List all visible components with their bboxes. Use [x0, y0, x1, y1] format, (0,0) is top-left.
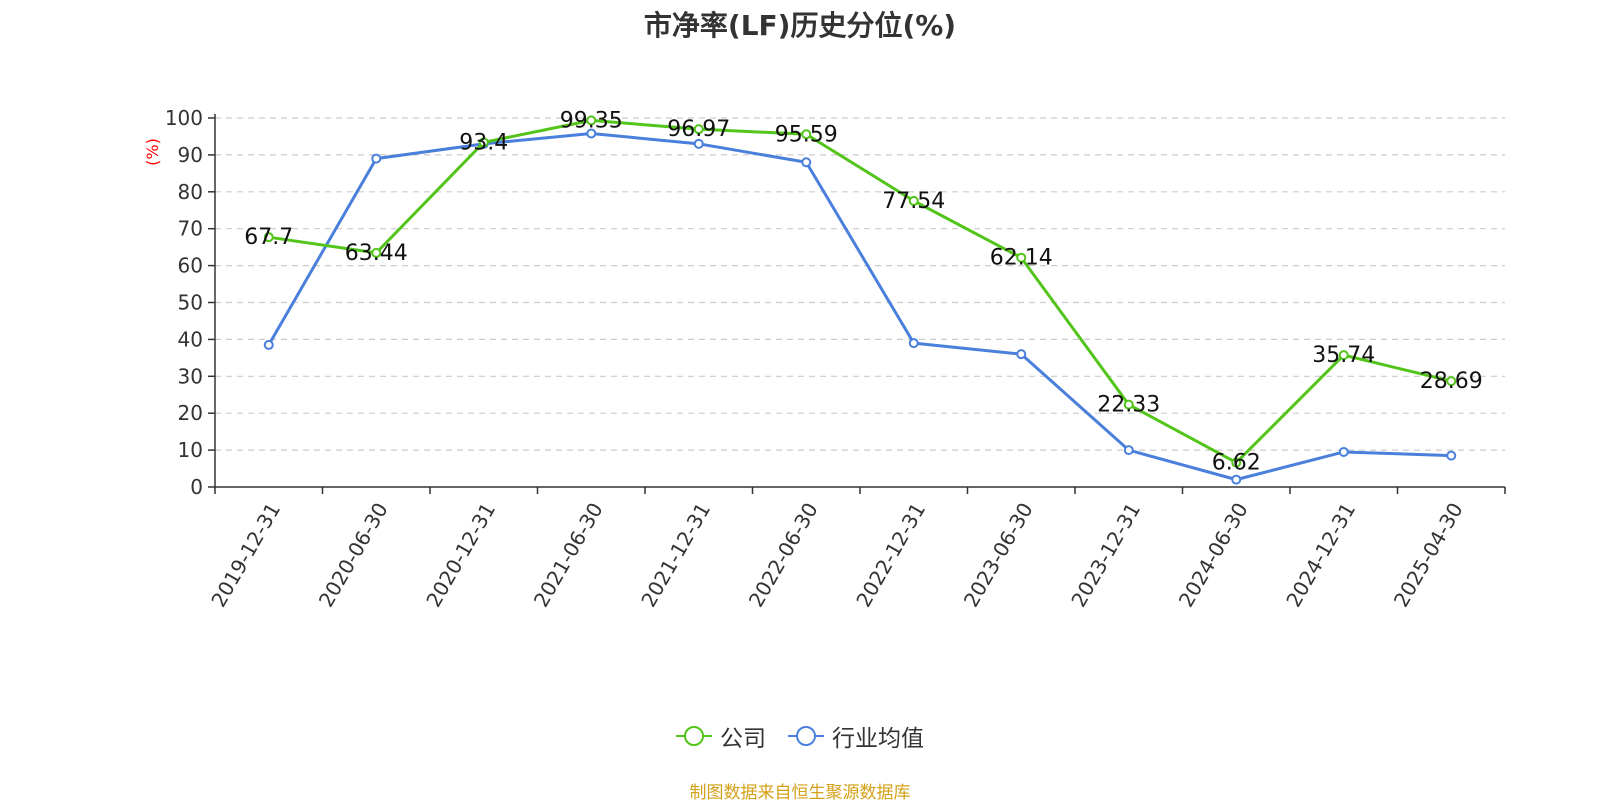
x-tick-label: 2025-04-30	[1389, 499, 1468, 612]
data-point-1	[1338, 446, 1349, 457]
data-label: 67.7	[244, 225, 293, 250]
data-label: 93.4	[459, 130, 508, 155]
data-point-0	[1123, 399, 1134, 410]
data-point-0	[1016, 252, 1027, 263]
data-label: 35.74	[1312, 343, 1375, 368]
data-label: 99.35	[560, 108, 623, 133]
y-tick-label: 20	[178, 401, 203, 425]
source-note: 制图数据来自恒生聚源数据库	[689, 783, 911, 803]
data-point-1	[1446, 450, 1457, 461]
data-label: 96.97	[667, 117, 730, 142]
data-point-1	[1123, 445, 1134, 456]
legend: 公司 行业均值	[0, 718, 1600, 754]
data-point-1	[801, 157, 812, 168]
y-tick-label: 50	[178, 291, 203, 315]
legend-item-company[interactable]: 公司	[676, 719, 766, 753]
data-label: 77.54	[882, 189, 945, 214]
data-point-1	[263, 339, 274, 350]
data-point-0	[371, 247, 382, 258]
data-label: 28.69	[1420, 369, 1483, 394]
y-tick-label: 60	[178, 254, 203, 278]
y-tick-label: 10	[178, 438, 203, 462]
legend-label-industry-average: 行业均值	[832, 726, 924, 752]
y-tick-label: 90	[178, 143, 203, 167]
x-tick-label: 2022-06-30	[744, 499, 823, 612]
series-lines	[263, 115, 1457, 485]
y-tick-label: 100	[165, 106, 203, 130]
y-tick-label: 30	[178, 364, 203, 388]
x-tick-label: 2020-06-30	[314, 499, 393, 612]
legend-marker-company	[676, 726, 712, 746]
y-tick-label: 80	[178, 180, 203, 204]
chart-title: 市净率(LF)历史分位(%)	[643, 9, 957, 42]
x-tick-label: 2024-06-30	[1174, 499, 1253, 612]
y-axis-label: (%)	[143, 138, 162, 166]
legend-marker-industry-average	[788, 726, 824, 746]
data-point-0	[1446, 376, 1457, 387]
axes: 0 10 20 30 40 50 60 70 80 90 100 2019-12-31 2020-06-…	[165, 106, 1506, 612]
data-point-0	[1338, 350, 1349, 361]
y-tick-label: 0	[190, 475, 203, 499]
x-tick-label: 2021-06-30	[529, 499, 608, 612]
x-tick-label: 2020-12-31	[421, 499, 500, 612]
x-tick-label: 2021-12-31	[636, 499, 715, 612]
data-point-0	[801, 129, 812, 140]
series-line-0	[268, 118, 1452, 465]
data-point-0	[908, 195, 919, 206]
data-label: 95.59	[775, 122, 838, 147]
y-tick-label: 40	[178, 327, 203, 351]
data-labels: 67.7 63.44 93.4 99.35 96.97 95.59 77.54 62.14 22…	[244, 108, 1482, 475]
data-point-1	[1016, 349, 1027, 360]
data-point-1	[1231, 474, 1242, 485]
grid-lines	[215, 117, 1505, 451]
data-label: 63.44	[345, 241, 408, 266]
x-tick-label: 2024-12-31	[1281, 499, 1360, 612]
data-label: 62.14	[990, 246, 1053, 271]
x-tick-label: 2023-06-30	[959, 499, 1038, 612]
x-tick-label: 2019-12-31	[206, 499, 285, 612]
series-line-1	[267, 131, 1452, 482]
y-tick-label: 70	[178, 217, 203, 241]
data-point-0	[586, 115, 597, 126]
legend-label-company: 公司	[720, 726, 766, 752]
x-tick-label: 2022-12-31	[851, 499, 930, 612]
data-point-1	[586, 128, 597, 139]
legend-item-industry-average[interactable]: 行业均值	[788, 719, 924, 753]
data-label: 6.62	[1212, 451, 1261, 476]
data-point-0	[693, 124, 704, 135]
data-point-0	[1231, 457, 1242, 468]
data-label: 22.33	[1097, 393, 1160, 418]
data-point-1	[371, 153, 382, 164]
x-tick-label: 2023-12-31	[1066, 499, 1145, 612]
data-point-1	[908, 338, 919, 349]
data-point-0	[478, 137, 489, 148]
data-point-1	[693, 138, 704, 149]
data-point-0	[263, 232, 274, 243]
